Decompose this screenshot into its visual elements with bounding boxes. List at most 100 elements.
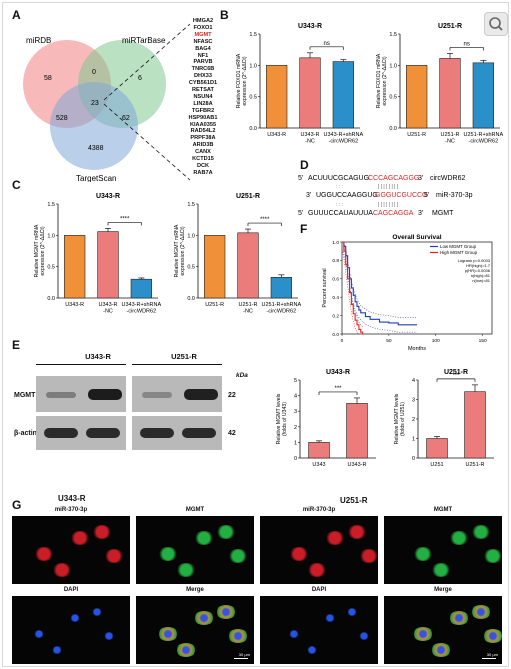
micro-group-u343: U343-R — [58, 494, 86, 503]
x-tick-label: U343 — [312, 462, 325, 468]
y-tick-label: 4 — [294, 394, 297, 400]
wb-strip-mgmt-u343 — [36, 376, 126, 412]
x-tick-label: U251 — [430, 462, 443, 468]
x-tick-label: U343-R+shRNA -circWDR62 — [324, 132, 364, 145]
km-ci-lower — [341, 249, 417, 333]
micrograph-tile — [260, 596, 378, 664]
y-tick-label: 0.5 — [187, 265, 195, 271]
y-tick-label: 1 — [294, 440, 297, 446]
y-tick-label: 0.0 — [389, 126, 397, 132]
venn-count-mirtarbase-only: 6 — [138, 75, 142, 82]
zoom-icon — [489, 17, 503, 31]
y-tick-label: 5 — [294, 378, 297, 384]
gene-item: MGMT — [194, 31, 212, 38]
x-tick-label: U343-R — [267, 132, 286, 138]
gene-item: RAD54L2 — [190, 128, 216, 135]
gene-item: ARID3B — [192, 142, 214, 149]
micrograph-tile — [12, 596, 130, 664]
gene-item: TGFBR2 — [191, 107, 215, 114]
significance-label: *** — [452, 373, 460, 379]
y-tick-label: 0.0 — [187, 296, 195, 302]
scale-bar-label: 30 μm — [238, 652, 250, 657]
seq2-end: 5' — [424, 192, 429, 199]
bar — [308, 442, 330, 459]
gene-item: KIAA0355 — [189, 121, 217, 128]
gene-item: RETSAT — [192, 87, 214, 93]
y-tick-label: 1.5 — [187, 202, 195, 208]
x-tick-label: 50 — [386, 338, 392, 344]
western-blot: U343-R U251-R kDa MGMT β-actin 22 42 — [14, 352, 264, 492]
scale-bar-label: 30 μm — [486, 652, 498, 657]
venn-label-targetscan: TargetScan — [76, 174, 116, 182]
seq3-end: 3' — [418, 210, 423, 217]
km-plot-frame — [341, 241, 493, 335]
panel-letter-e: E — [12, 338, 21, 352]
y-tick-label: 1.5 — [389, 32, 397, 38]
wb-strip-actin-u251 — [132, 416, 222, 450]
legend-stat: n(high)=81 — [471, 273, 491, 278]
venn-count-mirdb-mirtarbase: 0 — [92, 69, 96, 76]
micrograph-tile — [384, 516, 502, 584]
micrograph-label: MGMT — [185, 507, 205, 513]
y-tick-label: 1 — [412, 437, 415, 443]
zoom-button[interactable] — [484, 12, 508, 36]
y-tick-label: 0.5 — [389, 95, 397, 101]
micrograph-label: Merge — [434, 587, 452, 593]
bar — [439, 58, 461, 129]
chart-title: U343-R — [326, 369, 350, 376]
x-tick-label: U251-R — [407, 132, 426, 138]
legend-stat: n(low)=81 — [472, 278, 490, 283]
bar — [266, 65, 288, 129]
wb-label-mgmt: MGMT — [14, 392, 36, 399]
panel-letter-f: F — [300, 222, 308, 236]
micrograph-tile — [12, 516, 130, 584]
seq3-body: GUUUCCAUAUUUA — [308, 210, 373, 217]
y-tick-label: 1.0 — [389, 63, 397, 69]
y-tick-label: 1.0 — [332, 240, 339, 246]
sequence-alignment: 5' ACUUUCGCAGUG CCCAGCAGGG 3' circWDR62 … — [298, 175, 473, 217]
wb-label-actin: β-actin — [14, 430, 37, 437]
gene-item: NF1 — [197, 52, 209, 59]
legend-entry: Low MGMT Group — [440, 244, 477, 249]
y-axis-label: Relative FOXO1 mRNAexpression (2^-ΔΔCt) — [236, 53, 248, 108]
seq3-label: MGMT — [432, 210, 454, 217]
km-ylabel: Percent survival — [322, 268, 328, 307]
km-curve — [342, 241, 364, 334]
gene-item: LIN28A — [193, 100, 213, 107]
chart-title: U343-R — [96, 193, 120, 200]
panel-letter-g: G — [12, 498, 22, 512]
gene-item: PARVB — [193, 59, 213, 66]
venn-count-mirdb-only: 58 — [44, 75, 52, 82]
micrograph-label: miR-370-3p — [54, 507, 88, 513]
micrograph-label: DAPI — [311, 587, 327, 593]
panel-letter-c: C — [12, 178, 21, 192]
y-tick-label: 0.5 — [47, 265, 55, 271]
x-tick-label: U251-R — [466, 462, 485, 468]
y-tick-label: 0.2 — [332, 313, 339, 319]
y-tick-label: 0.6 — [332, 277, 339, 283]
seq3-seed: CAGCAGGA — [373, 210, 414, 217]
chart-b-u251: U251-R 0.0 0.5 1.0 1.5 Relative FOXO1 mRNAexp… — [376, 23, 503, 145]
bar — [464, 391, 486, 459]
venn-circle-targetscan — [50, 82, 138, 170]
chart-c-u251: U251-R 0.0 0.5 1.0 1.5 Relative MGMT mRNAexpr… — [174, 193, 301, 315]
seq1-seed: CCCAGCAGGG — [368, 175, 419, 182]
wb-group-u343: U343-R — [85, 352, 111, 361]
chart-title: U251-R — [438, 23, 462, 30]
micrograph-label: MGMT — [433, 507, 453, 513]
venn-count-all: 23 — [91, 100, 99, 107]
micrograph-tile — [136, 516, 254, 584]
gene-item: HMGA2 — [192, 18, 214, 24]
bar — [346, 403, 368, 459]
km-ci-lower — [341, 249, 363, 335]
chart-title: U251-R — [444, 369, 468, 376]
y-tick-label: 2 — [412, 417, 415, 423]
venn-label-mirtarbase: miRTarBase — [122, 36, 166, 45]
gene-item: DCK — [196, 162, 210, 169]
x-tick-label: U343-R+shRNA -circWDR62 — [122, 302, 162, 315]
panel-letter-b: B — [220, 8, 229, 22]
y-tick-label: 0.0 — [249, 126, 257, 132]
svg-text:| | | | | | | |: | | | | | | | | — [378, 202, 398, 208]
significance-label: **** — [260, 217, 270, 223]
venn-count-mirtarbase-targetscan: 62 — [122, 115, 130, 122]
